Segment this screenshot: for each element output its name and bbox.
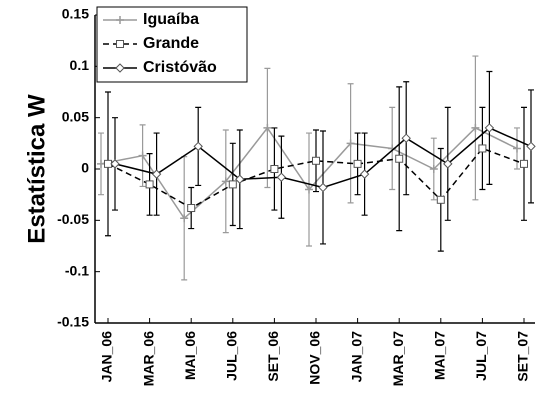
y-tick-label: -0.05 bbox=[57, 211, 89, 227]
x-tick-label: SET_06 bbox=[265, 331, 281, 382]
marker bbox=[520, 159, 528, 168]
marker bbox=[513, 144, 521, 153]
marker bbox=[526, 141, 536, 152]
marker bbox=[115, 63, 125, 73]
x-tick-label: JAN_07 bbox=[348, 331, 364, 383]
x-tick-label: MAR_06 bbox=[140, 331, 156, 386]
legend-label: Grande bbox=[143, 35, 199, 52]
marker bbox=[263, 123, 272, 132]
marker bbox=[228, 180, 237, 189]
x-tick-label: MAR_07 bbox=[390, 331, 406, 386]
marker bbox=[270, 165, 279, 173]
marker bbox=[353, 159, 362, 168]
marker bbox=[346, 139, 355, 148]
marker bbox=[221, 177, 230, 186]
marker bbox=[145, 180, 154, 189]
x-tick-label: JUL_06 bbox=[224, 331, 240, 381]
marker bbox=[312, 156, 320, 165]
marker bbox=[276, 172, 287, 182]
y-tick-label: 0.1 bbox=[70, 57, 90, 73]
marker bbox=[429, 165, 438, 173]
marker bbox=[478, 144, 487, 153]
y-axis-label: Estatística W bbox=[23, 94, 50, 244]
x-tick-label: JUL_07 bbox=[473, 331, 489, 381]
marker bbox=[305, 185, 313, 194]
marker bbox=[187, 204, 196, 213]
x-tick-label: SET_07 bbox=[515, 331, 531, 382]
marker bbox=[359, 169, 370, 179]
marker bbox=[443, 159, 453, 169]
marker bbox=[484, 123, 495, 133]
y-tick-label: 0.15 bbox=[62, 6, 89, 22]
marker bbox=[395, 154, 404, 163]
marker bbox=[110, 159, 120, 169]
marker bbox=[180, 214, 189, 223]
marker bbox=[97, 159, 105, 168]
x-tick-label: NOV_06 bbox=[307, 331, 323, 385]
marker bbox=[151, 169, 162, 179]
legend-label: Cristóvão bbox=[143, 59, 217, 76]
x-tick-label: JAN_06 bbox=[99, 331, 115, 383]
marker bbox=[318, 182, 328, 193]
y-tick-label: -0.1 bbox=[65, 262, 89, 278]
x-tick-label: MAI_07 bbox=[432, 331, 448, 380]
y-tick-label: 0.05 bbox=[62, 108, 89, 124]
marker bbox=[116, 16, 124, 24]
marker bbox=[193, 141, 203, 152]
legend-label: Iguaíba bbox=[143, 11, 199, 28]
marker bbox=[401, 133, 411, 143]
marker bbox=[436, 195, 445, 204]
marker bbox=[471, 123, 480, 132]
marker bbox=[235, 174, 245, 184]
y-tick-label: -0.15 bbox=[57, 314, 89, 330]
marker bbox=[116, 40, 124, 48]
x-tick-label: MAI_06 bbox=[182, 331, 198, 380]
marker bbox=[138, 151, 147, 160]
y-tick-label: 0 bbox=[81, 160, 89, 176]
series-line bbox=[107, 147, 525, 209]
